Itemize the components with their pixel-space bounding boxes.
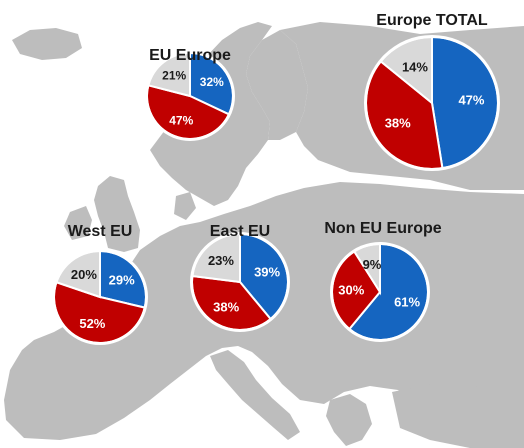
- pie-non-eu-europe-outline: [331, 243, 429, 341]
- pie-non-eu-europe: 61% 30% 9% Non EU Europe: [324, 220, 442, 342]
- pie-eu-europe-label-grey: 21%: [162, 69, 186, 83]
- pie-europe-total: 47% 38% 14% Europe TOTAL: [364, 12, 500, 171]
- pie-west-eu-label-red: 52%: [79, 316, 105, 331]
- pie-non-eu-europe-label-blue: 61%: [394, 294, 420, 309]
- map-denmark: [174, 192, 196, 220]
- pie-west-eu-label-grey: 20%: [71, 267, 97, 282]
- pie-eu-europe-outline: [146, 52, 234, 140]
- pie-east-eu-outline: [191, 233, 289, 331]
- map-turkey: [392, 384, 524, 448]
- pie-europe-total-title: Europe TOTAL: [376, 12, 488, 29]
- pie-eu-europe-title: EU Europe: [149, 47, 231, 64]
- pie-charts: 32% 47% 21% EU Europe 47% 38% 14% Europe TOTAL 2…: [52, 12, 500, 345]
- map-finland: [246, 30, 308, 140]
- pie-eu-europe: 32% 47% 21% EU Europe: [145, 47, 235, 141]
- pie-eu-europe-label-blue: 32%: [200, 75, 224, 89]
- pie-east-eu: 39% 38% 23% East EU: [190, 223, 290, 332]
- pie-west-eu: 29% 52% 20% West EU: [52, 223, 148, 345]
- pie-non-eu-europe-label-red: 30%: [338, 283, 364, 298]
- pie-east-eu-title: East EU: [210, 223, 270, 240]
- map-greece: [326, 394, 372, 446]
- pie-europe-total-label-grey: 14%: [402, 60, 428, 75]
- pie-europe-total-label-red: 38%: [385, 115, 411, 130]
- map-ireland: [64, 206, 92, 240]
- pie-west-eu-outline: [53, 250, 147, 344]
- pie-europe-total-label-blue: 47%: [458, 92, 484, 107]
- pie-east-eu-label-red: 38%: [213, 300, 239, 315]
- pie-west-eu-title: West EU: [68, 223, 133, 240]
- pie-europe-total-outline: [365, 36, 499, 170]
- pie-non-eu-europe-title: Non EU Europe: [324, 220, 441, 237]
- pie-west-eu-label-blue: 29%: [109, 272, 135, 287]
- pie-east-eu-label-blue: 39%: [254, 265, 280, 280]
- map-great-britain: [94, 176, 140, 252]
- map-italy: [210, 350, 300, 440]
- pie-eu-europe-label-red: 47%: [169, 113, 193, 127]
- pie-east-eu-label-grey: 23%: [208, 253, 234, 268]
- map-iceland: [12, 28, 82, 60]
- pie-non-eu-europe-label-grey: 9%: [363, 257, 382, 272]
